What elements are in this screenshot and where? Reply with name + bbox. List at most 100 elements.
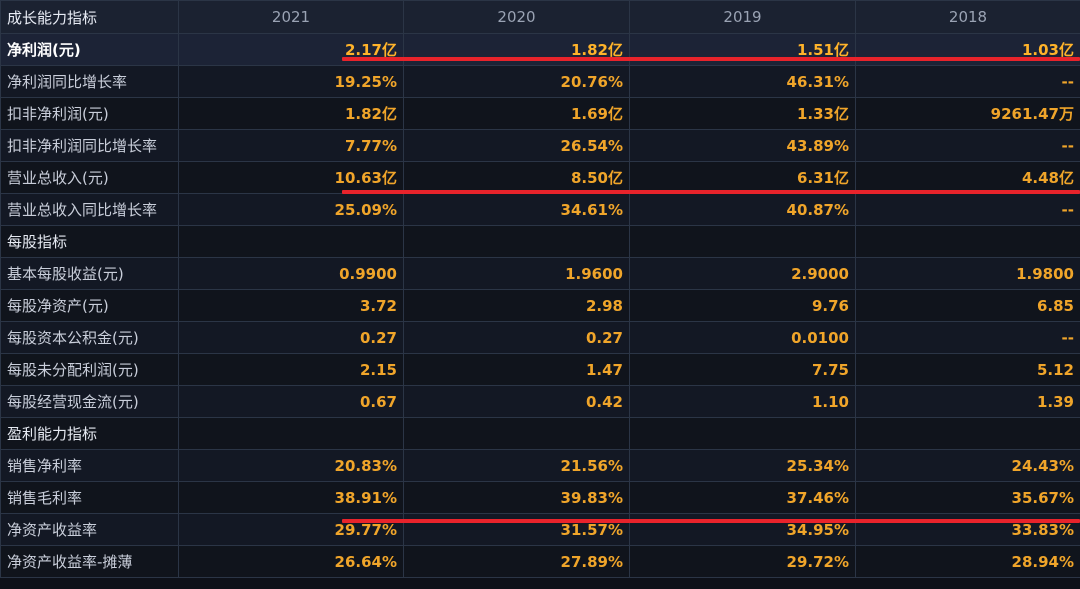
cell-value: 1.9600 [403,257,630,290]
cell-value [855,417,1080,450]
table-row: 每股资本公积金(元) 0.27 0.27 0.0100 -- [0,321,1080,354]
cell-value: 0.42 [403,385,630,418]
cell-value: 31.57% [403,513,630,546]
cell-value: 37.46% [629,481,856,514]
row-label: 每股未分配利润(元) [0,353,179,386]
row-label: 扣非净利润(元) [0,97,179,130]
cell-value: 2.9000 [629,257,856,290]
cell-value: 28.94% [855,545,1080,578]
row-label: 净资产收益率 [0,513,179,546]
section-label: 每股指标 [0,225,179,258]
cell-value: 20.83% [178,449,404,482]
cell-value [178,225,404,258]
cell-value: 35.67% [855,481,1080,514]
cell-value: 1.82亿 [178,97,404,130]
cell-value: 9.76 [629,289,856,322]
red-underline-net-profit [342,57,1080,61]
cell-value: 10.63亿 [178,161,404,194]
cell-value: 7.75 [629,353,856,386]
cell-value: 1.39 [855,385,1080,418]
cell-value: 43.89% [629,129,856,162]
section-label: 盈利能力指标 [0,417,179,450]
cell-value: 29.72% [629,545,856,578]
cell-value: 0.27 [403,321,630,354]
row-label: 每股净资产(元) [0,289,179,322]
cell-value: -- [855,65,1080,98]
cell-value: 0.0100 [629,321,856,354]
row-label: 营业总收入(元) [0,161,179,194]
cell-value: 6.85 [855,289,1080,322]
row-label: 销售净利率 [0,449,179,482]
table-row: 扣非净利润同比增长率 7.77% 26.54% 43.89% -- [0,129,1080,162]
row-label: 净利润同比增长率 [0,65,179,98]
row-label: 基本每股收益(元) [0,257,179,290]
row-label: 净利润(元) [0,33,179,66]
cell-value: 1.10 [629,385,856,418]
header-year-2019[interactable]: 2019 [629,0,856,34]
header-year-2021[interactable]: 2021 [178,0,404,34]
cell-value: 1.9800 [855,257,1080,290]
cell-value [629,417,856,450]
cell-value: 0.67 [178,385,404,418]
cell-value: 33.83% [855,513,1080,546]
cell-value: 21.56% [403,449,630,482]
cell-value: 39.83% [403,481,630,514]
header-year-2020[interactable]: 2020 [403,0,630,34]
cell-value: -- [855,129,1080,162]
table-row: 净资产收益率-摊薄 26.64% 27.89% 29.72% 28.94% [0,545,1080,578]
cell-value: 9261.47万 [855,97,1080,130]
cell-value: 38.91% [178,481,404,514]
cell-value: -- [855,193,1080,226]
table-row: 营业总收入同比增长率 25.09% 34.61% 40.87% -- [0,193,1080,226]
cell-value: 8.50亿 [403,161,630,194]
red-underline-gross-margin [342,519,1080,523]
cell-value [855,225,1080,258]
header-year-2018[interactable]: 2018 [855,0,1080,34]
row-label: 净资产收益率-摊薄 [0,545,179,578]
red-underline-revenue [342,190,1080,194]
cell-value: 20.76% [403,65,630,98]
cell-value: 0.9900 [178,257,404,290]
cell-value: 0.27 [178,321,404,354]
table-row: 每股净资产(元) 3.72 2.98 9.76 6.85 [0,289,1080,322]
cell-value: 40.87% [629,193,856,226]
cell-value [403,225,630,258]
table-row: 每股经营现金流(元) 0.67 0.42 1.10 1.39 [0,385,1080,418]
cell-value: 26.64% [178,545,404,578]
cell-value: 19.25% [178,65,404,98]
cell-value: 26.54% [403,129,630,162]
section-row: 每股指标 [0,225,1080,258]
cell-value: 25.09% [178,193,404,226]
cell-value: 24.43% [855,449,1080,482]
cell-value: 4.48亿 [855,161,1080,194]
cell-value: 29.77% [178,513,404,546]
row-label: 每股经营现金流(元) [0,385,179,418]
table-header-row: 成长能力指标 2021 2020 2019 2018 [0,0,1080,34]
table-row: 销售毛利率 38.91% 39.83% 37.46% 35.67% [0,481,1080,514]
table-row: 营业总收入(元) 10.63亿 8.50亿 6.31亿 4.48亿 [0,161,1080,194]
row-label: 扣非净利润同比增长率 [0,129,179,162]
cell-value: 5.12 [855,353,1080,386]
cell-value: 2.98 [403,289,630,322]
table-row: 净利润同比增长率 19.25% 20.76% 46.31% -- [0,65,1080,98]
cell-value: 27.89% [403,545,630,578]
cell-value: 3.72 [178,289,404,322]
cell-value [629,225,856,258]
section-row: 盈利能力指标 [0,417,1080,450]
table-row: 销售净利率 20.83% 21.56% 25.34% 24.43% [0,449,1080,482]
cell-value: 2.15 [178,353,404,386]
table-row: 扣非净利润(元) 1.82亿 1.69亿 1.33亿 9261.47万 [0,97,1080,130]
row-label: 销售毛利率 [0,481,179,514]
table-row: 基本每股收益(元) 0.9900 1.9600 2.9000 1.9800 [0,257,1080,290]
cell-value: 46.31% [629,65,856,98]
cell-value: 6.31亿 [629,161,856,194]
cell-value: -- [855,321,1080,354]
table-row: 净资产收益率 29.77% 31.57% 34.95% 33.83% [0,513,1080,546]
cell-value: 1.69亿 [403,97,630,130]
cell-value: 7.77% [178,129,404,162]
table-row: 每股未分配利润(元) 2.15 1.47 7.75 5.12 [0,353,1080,386]
cell-value: 1.47 [403,353,630,386]
cell-value: 1.33亿 [629,97,856,130]
row-label: 每股资本公积金(元) [0,321,179,354]
